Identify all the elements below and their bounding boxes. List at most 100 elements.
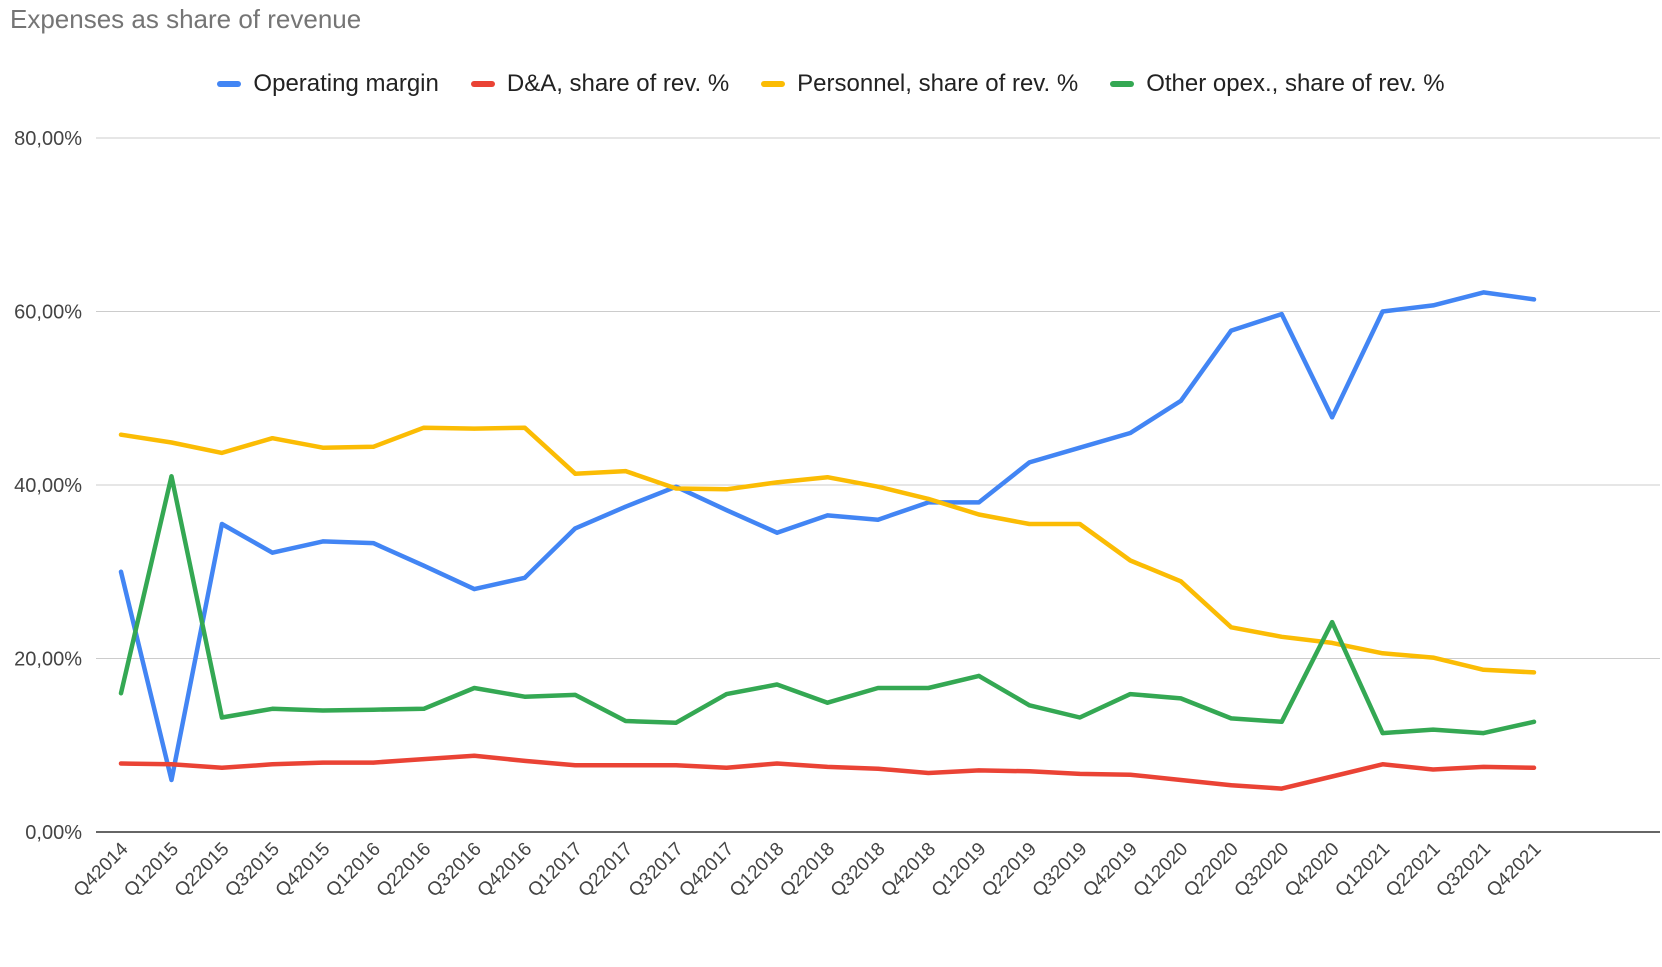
data-point[interactable] (775, 761, 780, 766)
data-point[interactable] (1027, 703, 1032, 708)
data-point[interactable] (825, 700, 830, 705)
data-point[interactable] (1481, 764, 1486, 769)
data-point[interactable] (472, 685, 477, 690)
data-point[interactable] (875, 484, 880, 489)
data-point[interactable] (1128, 558, 1133, 563)
data-point[interactable] (421, 757, 426, 762)
data-point[interactable] (623, 469, 628, 474)
data-point[interactable] (522, 575, 527, 580)
data-point[interactable] (320, 445, 325, 450)
data-point[interactable] (1431, 655, 1436, 660)
data-point[interactable] (1380, 651, 1385, 656)
data-point[interactable] (421, 706, 426, 711)
data-point[interactable] (926, 496, 931, 501)
data-point[interactable] (119, 761, 123, 766)
data-point[interactable] (1178, 696, 1183, 701)
data-point[interactable] (371, 444, 376, 449)
data-point[interactable] (976, 512, 981, 517)
data-point[interactable] (270, 706, 275, 711)
data-point[interactable] (1279, 312, 1284, 317)
data-point[interactable] (1279, 719, 1284, 724)
data-point[interactable] (522, 425, 527, 430)
data-point[interactable] (1229, 328, 1234, 333)
data-point[interactable] (825, 764, 830, 769)
data-point[interactable] (724, 508, 729, 513)
data-point[interactable] (724, 765, 729, 770)
data-point[interactable] (1330, 774, 1335, 779)
data-point[interactable] (119, 432, 123, 437)
data-point[interactable] (169, 474, 174, 479)
data-point[interactable] (1532, 297, 1536, 302)
series-line-0[interactable] (118, 290, 1537, 783)
data-point[interactable] (775, 682, 780, 687)
data-point[interactable] (1128, 772, 1133, 777)
data-point[interactable] (320, 760, 325, 765)
data-point[interactable] (1178, 777, 1183, 782)
data-point[interactable] (522, 758, 527, 763)
data-point[interactable] (1330, 640, 1335, 645)
data-point[interactable] (1229, 783, 1234, 788)
data-point[interactable] (674, 720, 679, 725)
data-point[interactable] (1431, 303, 1436, 308)
data-point[interactable] (270, 550, 275, 555)
data-point[interactable] (219, 715, 224, 720)
data-point[interactable] (1077, 771, 1082, 776)
data-point[interactable] (875, 766, 880, 771)
data-point[interactable] (875, 517, 880, 522)
data-point[interactable] (320, 708, 325, 713)
data-point[interactable] (169, 762, 174, 767)
data-point[interactable] (219, 765, 224, 770)
data-point[interactable] (119, 691, 123, 696)
data-point[interactable] (1077, 522, 1082, 527)
data-point[interactable] (421, 563, 426, 568)
data-point[interactable] (1279, 634, 1284, 639)
data-point[interactable] (724, 487, 729, 492)
data-point[interactable] (775, 530, 780, 535)
data-point[interactable] (1532, 670, 1536, 675)
legend-item-other-opex[interactable]: Other opex., share of rev. % (1110, 70, 1445, 98)
data-point[interactable] (1229, 716, 1234, 721)
data-point[interactable] (573, 471, 578, 476)
legend-item-da[interactable]: D&A, share of rev. % (470, 70, 729, 98)
data-point[interactable] (775, 480, 780, 485)
data-point[interactable] (674, 486, 679, 491)
data-point[interactable] (1481, 731, 1486, 736)
data-point[interactable] (320, 539, 325, 544)
series-line-2[interactable] (118, 425, 1537, 675)
data-point[interactable] (1279, 786, 1284, 791)
data-point[interactable] (825, 513, 830, 518)
data-point[interactable] (1178, 579, 1183, 584)
data-point[interactable] (1380, 731, 1385, 736)
data-point[interactable] (1481, 290, 1486, 295)
data-point[interactable] (623, 718, 628, 723)
data-point[interactable] (1532, 719, 1536, 724)
data-point[interactable] (1380, 309, 1385, 314)
data-point[interactable] (573, 526, 578, 531)
data-point[interactable] (573, 692, 578, 697)
data-point[interactable] (219, 450, 224, 455)
data-point[interactable] (1330, 415, 1335, 420)
data-point[interactable] (976, 673, 981, 678)
data-point[interactable] (573, 763, 578, 768)
data-point[interactable] (472, 426, 477, 431)
data-point[interactable] (219, 522, 224, 527)
data-point[interactable] (522, 694, 527, 699)
data-point[interactable] (169, 440, 174, 445)
data-point[interactable] (825, 475, 830, 480)
data-point[interactable] (926, 771, 931, 776)
data-point[interactable] (1027, 522, 1032, 527)
data-point[interactable] (1178, 398, 1183, 403)
data-point[interactable] (926, 685, 931, 690)
data-point[interactable] (1229, 625, 1234, 630)
data-point[interactable] (472, 587, 477, 592)
data-point[interactable] (1481, 667, 1486, 672)
data-point[interactable] (1077, 715, 1082, 720)
data-point[interactable] (1027, 460, 1032, 465)
data-point[interactable] (1128, 430, 1133, 435)
data-point[interactable] (270, 762, 275, 767)
data-point[interactable] (1431, 727, 1436, 732)
data-point[interactable] (1330, 620, 1335, 625)
data-point[interactable] (976, 768, 981, 773)
data-point[interactable] (976, 500, 981, 505)
data-point[interactable] (1027, 769, 1032, 774)
